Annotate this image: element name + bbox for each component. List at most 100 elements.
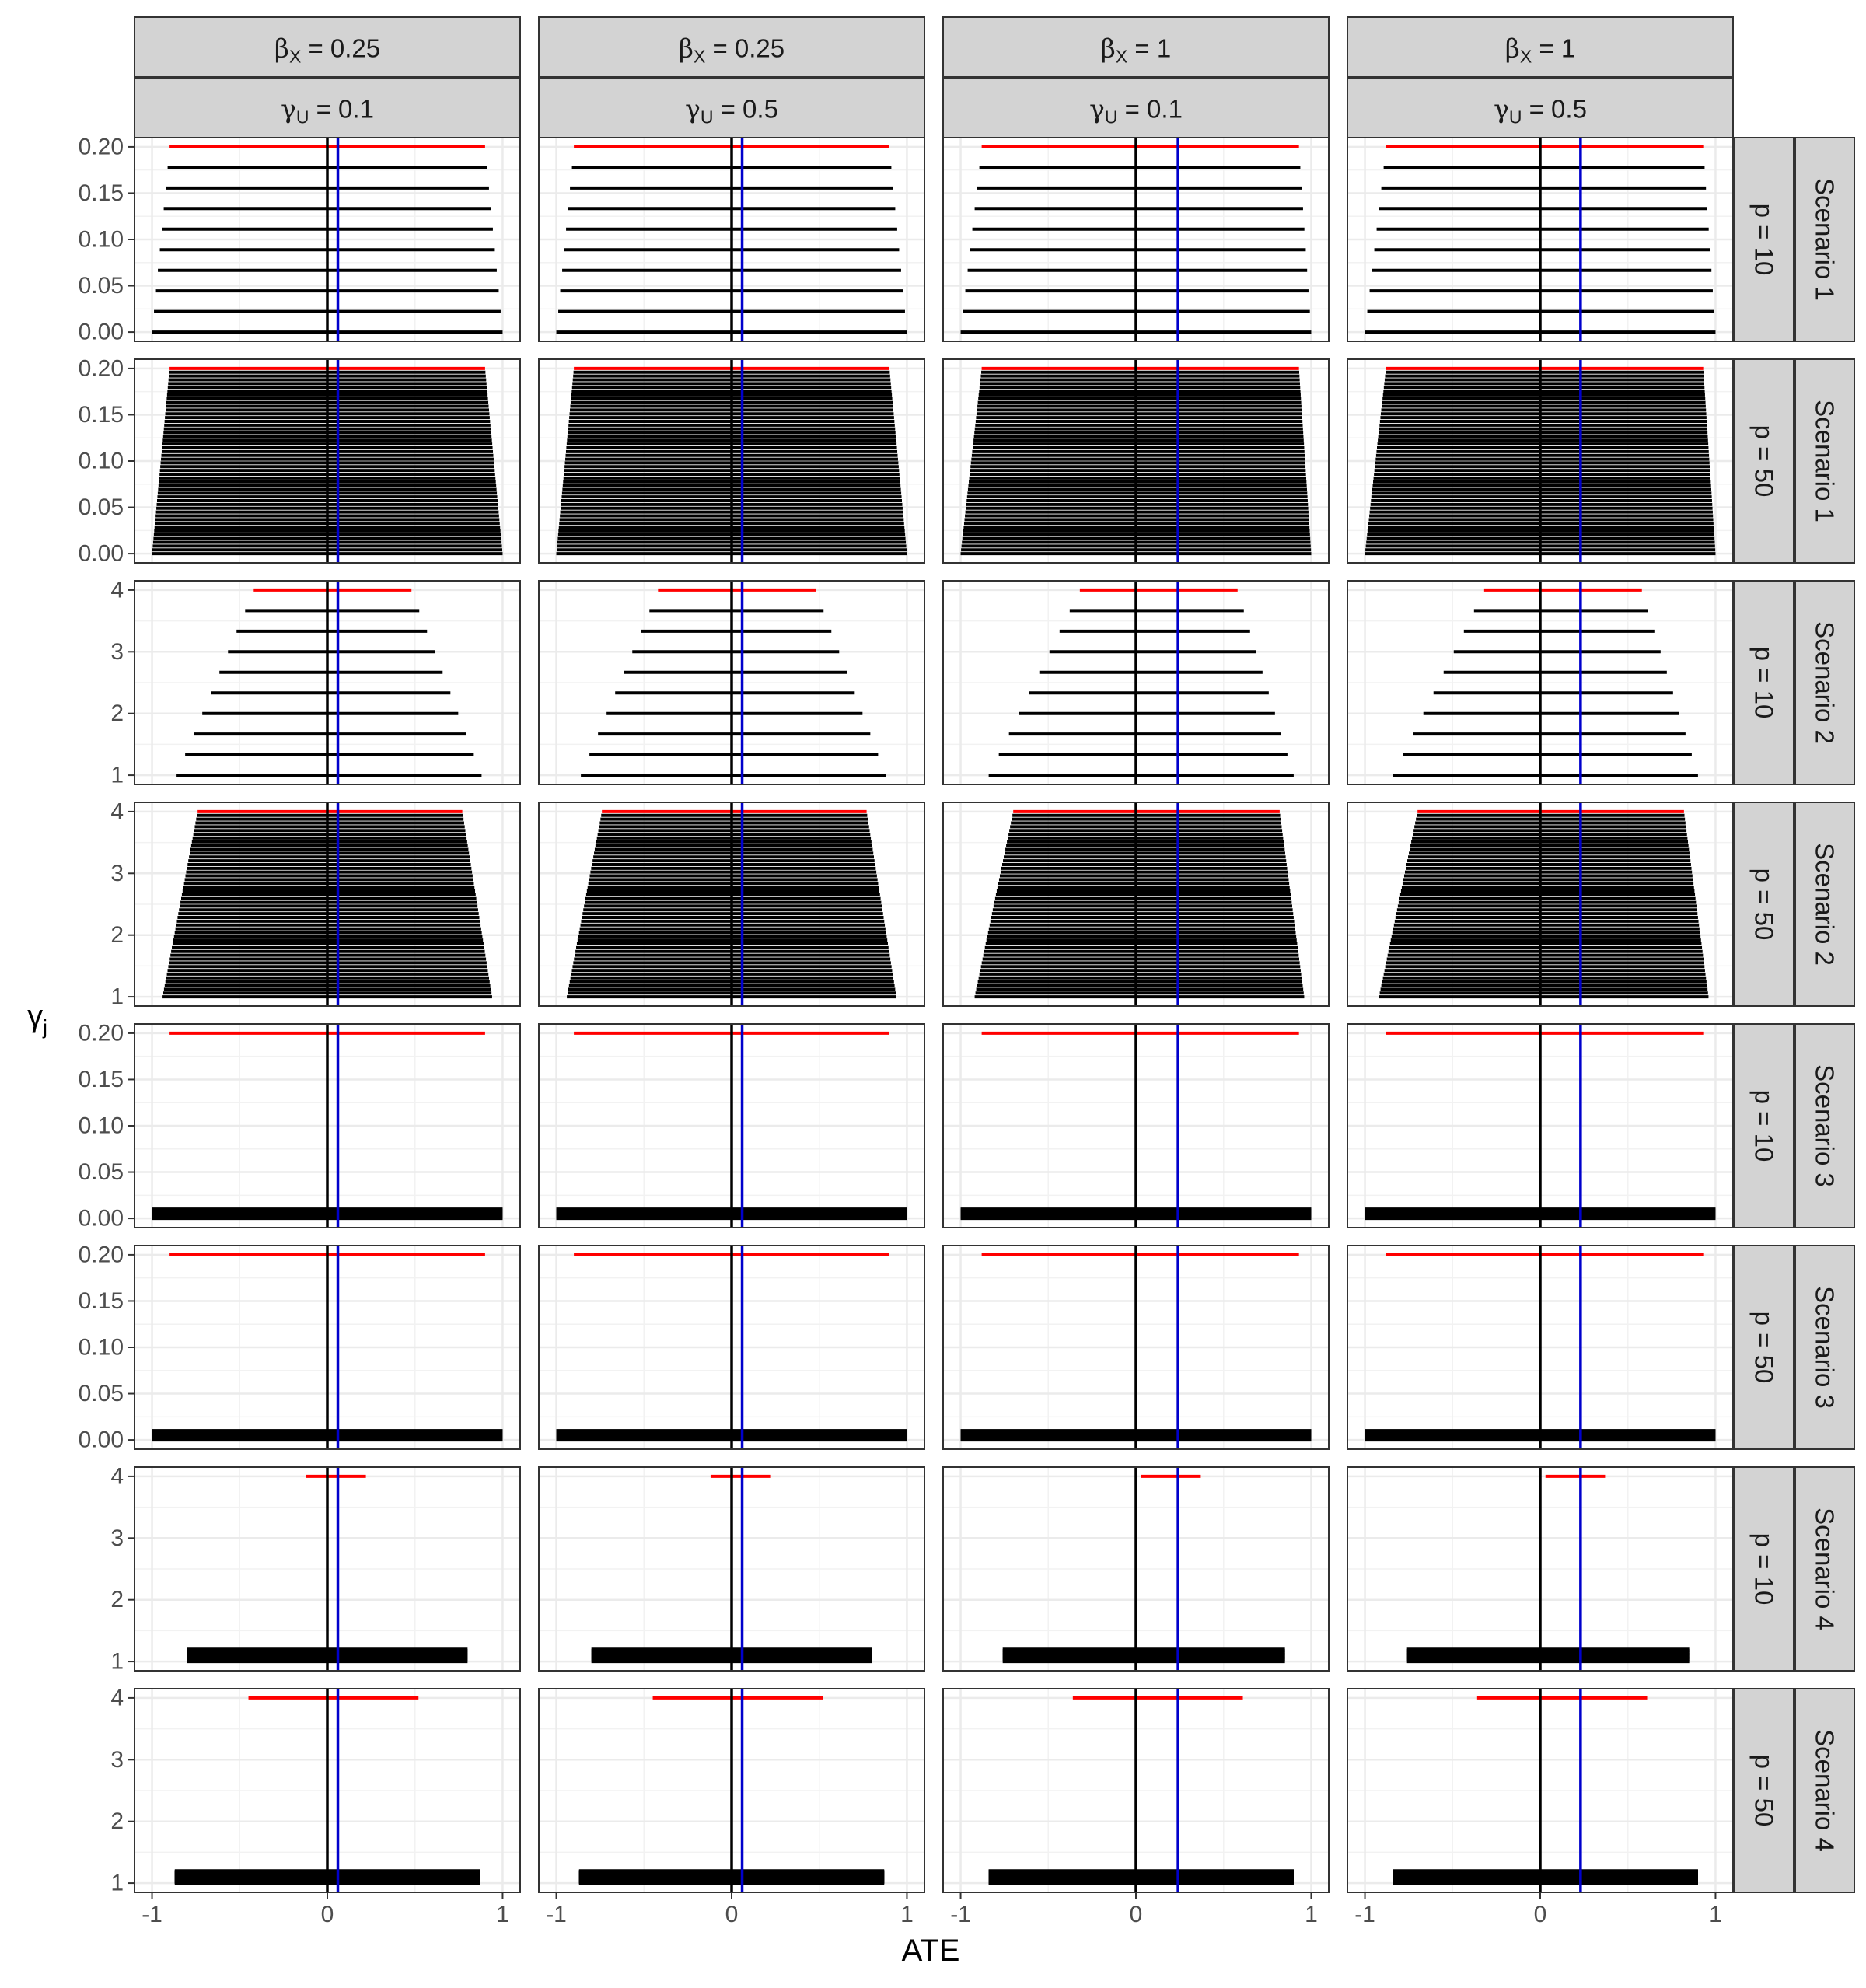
facet-panel bbox=[134, 580, 521, 785]
y-tick-label: 3 bbox=[110, 639, 124, 665]
column-strip-top-subscript: X bbox=[1116, 47, 1127, 67]
facet-panel bbox=[134, 1245, 521, 1450]
column-strip-top-symbol: β bbox=[274, 33, 289, 64]
y-tick-label: 0.00 bbox=[79, 320, 124, 345]
y-tick-label: 0.00 bbox=[79, 541, 124, 567]
y-tick-label: 2 bbox=[110, 1808, 124, 1834]
panel-border bbox=[1347, 1466, 1734, 1672]
facet-panel bbox=[538, 137, 925, 342]
row-strip-p-label: p = 50 bbox=[1750, 425, 1779, 498]
row-strip-scenario-label: Scenario 2 bbox=[1811, 621, 1840, 744]
column-strip-top-symbol: β bbox=[1101, 33, 1116, 64]
column-strip-top-subscript: X bbox=[694, 47, 705, 67]
row-strip-scenario-label: Scenario 1 bbox=[1811, 178, 1840, 301]
column-strip-top-symbol: β bbox=[679, 33, 694, 64]
y-tick-label: 0.20 bbox=[79, 134, 124, 159]
y-axis-title-symbol: γ bbox=[27, 999, 43, 1033]
row-strip-p bbox=[1734, 137, 1794, 342]
row-strip-scenario-label: Scenario 4 bbox=[1811, 1508, 1840, 1630]
column-strip-bottom-subscript: U bbox=[296, 107, 309, 128]
facet-panel bbox=[1347, 137, 1734, 342]
column-strip-bottom-label: γU = 0.5 bbox=[1494, 94, 1587, 128]
axis-labels: 0.00 0.05 0.10 0.15 0.20 0.00 0.05 0.10 0.15 0.20… bbox=[79, 134, 1722, 1927]
row-strip-scenario bbox=[1794, 580, 1855, 785]
column-strip-bottom-value: = 0.5 bbox=[1522, 95, 1586, 124]
facet-panel bbox=[1347, 1688, 1734, 1893]
facet-panel bbox=[1347, 358, 1734, 564]
y-tick-label: 0.10 bbox=[79, 1113, 124, 1139]
column-strip-top bbox=[942, 16, 1330, 78]
column-strip-bottom-symbol: γ bbox=[281, 94, 296, 124]
row-strip-p-label: p = 10 bbox=[1750, 1533, 1779, 1605]
row-strip-p bbox=[1734, 1245, 1794, 1450]
y-tick-label: 0.10 bbox=[79, 1335, 124, 1361]
column-strip-bottom bbox=[134, 77, 521, 138]
panel-border bbox=[538, 1466, 925, 1672]
row-strip-scenario-label: Scenario 2 bbox=[1811, 843, 1840, 966]
y-tick-label: 0.20 bbox=[79, 355, 124, 381]
x-axis-title: ATE bbox=[902, 1934, 960, 1968]
y-tick-label: 0.15 bbox=[79, 402, 124, 428]
panel-border bbox=[134, 580, 521, 785]
y-tick-label: 1 bbox=[110, 984, 124, 1010]
column-strip-top-symbol: β bbox=[1505, 33, 1520, 64]
y-tick-label: 1 bbox=[110, 763, 124, 788]
row-strip-scenario bbox=[1794, 1023, 1855, 1228]
facet-panel bbox=[942, 1245, 1330, 1450]
column-strip-top-subscript: X bbox=[289, 47, 301, 67]
y-tick-label: 0.10 bbox=[79, 227, 124, 253]
column-strip-bottom bbox=[1347, 77, 1734, 138]
facet-panel bbox=[942, 802, 1330, 1007]
x-tick-label: 1 bbox=[900, 1902, 914, 1927]
column-strip-top-value: = 1 bbox=[1532, 34, 1575, 63]
column-strip-bottom-subscript: U bbox=[1105, 107, 1118, 128]
y-tick-label: 1 bbox=[110, 1649, 124, 1675]
y-tick-label: 0.20 bbox=[79, 1242, 124, 1267]
x-tick-label: 0 bbox=[1534, 1902, 1547, 1927]
column-strip-bottom bbox=[538, 77, 925, 138]
x-tick-label: 0 bbox=[725, 1902, 739, 1927]
facet-panel bbox=[1347, 1466, 1734, 1672]
column-strip-top-label: βX = 1 bbox=[1101, 33, 1171, 67]
y-tick-label: 2 bbox=[110, 922, 124, 948]
facet-panel bbox=[942, 1023, 1330, 1228]
panel-border bbox=[942, 1023, 1330, 1228]
column-strip-bottom bbox=[942, 77, 1330, 138]
facet-panel bbox=[134, 802, 521, 1007]
panel-border bbox=[538, 1023, 925, 1228]
facet-panel bbox=[538, 358, 925, 564]
column-strip-bottom-symbol: γ bbox=[685, 94, 701, 124]
x-tick-label: 1 bbox=[1709, 1902, 1722, 1927]
panel-border bbox=[538, 1245, 925, 1450]
x-tick-label: -1 bbox=[546, 1902, 567, 1927]
y-tick-label: 1 bbox=[110, 1871, 124, 1896]
facet-panel bbox=[134, 358, 521, 564]
row-strip-scenario-label: Scenario 3 bbox=[1811, 1064, 1840, 1187]
y-tick-label: 0.15 bbox=[79, 180, 124, 206]
column-strip-bottom-value: = 0.5 bbox=[713, 95, 778, 124]
y-tick-label: 0.00 bbox=[79, 1427, 124, 1453]
y-tick-label: 0.10 bbox=[79, 449, 124, 474]
row-strip-p bbox=[1734, 1688, 1794, 1893]
column-strip-bottom-label: γU = 0.5 bbox=[685, 94, 778, 128]
panel-border bbox=[134, 1466, 521, 1672]
row-strip-p-label: p = 10 bbox=[1750, 647, 1779, 719]
facet-panel bbox=[134, 1688, 521, 1893]
row-strip-scenario-label: Scenario 4 bbox=[1811, 1729, 1840, 1852]
row-strip-scenario bbox=[1794, 802, 1855, 1007]
y-tick-label: 0.05 bbox=[79, 1381, 124, 1406]
column-strip-top bbox=[1347, 16, 1734, 78]
y-tick-label: 2 bbox=[110, 701, 124, 726]
y-tick-label: 3 bbox=[110, 1525, 124, 1551]
y-tick-label: 0.15 bbox=[79, 1067, 124, 1092]
panel-border bbox=[538, 580, 925, 785]
panel-border bbox=[1347, 358, 1734, 564]
row-strip-p bbox=[1734, 1023, 1794, 1228]
row-strip-scenario bbox=[1794, 137, 1855, 342]
column-strip-top bbox=[538, 16, 925, 78]
facet-panel bbox=[134, 1466, 521, 1672]
y-tick-label: 4 bbox=[110, 1463, 124, 1489]
y-axis-title: γj bbox=[27, 999, 47, 1039]
y-tick-label: 4 bbox=[110, 1685, 124, 1710]
